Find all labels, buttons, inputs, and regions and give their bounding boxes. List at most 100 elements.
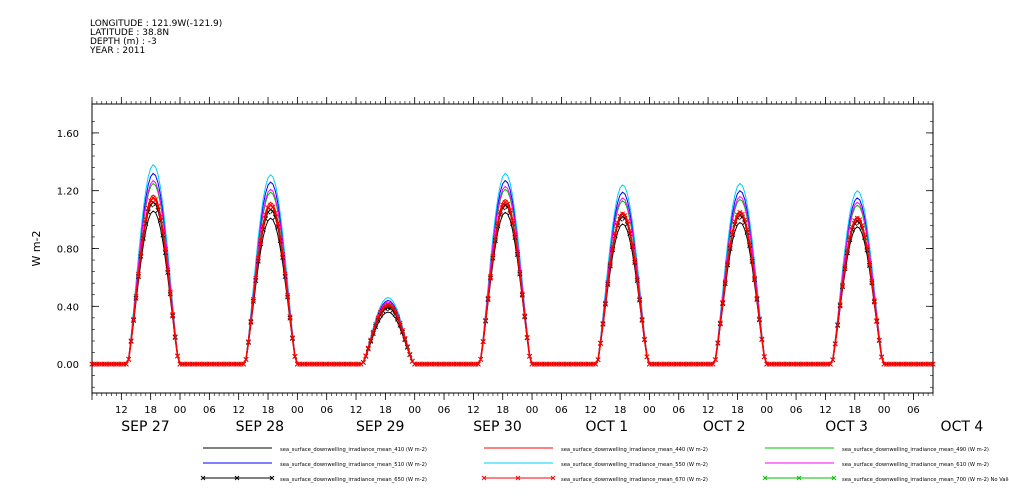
series-marker bbox=[133, 293, 139, 300]
x-date-label: SEP 28 bbox=[236, 419, 284, 435]
x-tick-label: 12 bbox=[819, 405, 832, 416]
series-marker bbox=[126, 356, 132, 362]
series-marker bbox=[605, 280, 611, 286]
series-markers bbox=[89, 195, 936, 367]
series-line bbox=[92, 182, 933, 365]
series-marker bbox=[145, 205, 151, 211]
legend-item: sea_surface_downwelling_irradiance_mean_… bbox=[203, 447, 427, 453]
series-marker bbox=[287, 314, 293, 320]
series-marker bbox=[143, 217, 149, 223]
series-marker bbox=[600, 320, 606, 326]
series-marker bbox=[248, 318, 254, 324]
legend-label: sea_surface_downwelling_irradiance_mean_… bbox=[280, 447, 427, 453]
series-marker bbox=[876, 337, 882, 343]
series-marker bbox=[241, 361, 247, 367]
series-marker bbox=[527, 353, 533, 359]
series-marker bbox=[267, 202, 273, 208]
series-marker bbox=[140, 232, 146, 238]
header-year: YEAR : 2011 bbox=[90, 46, 146, 56]
series-marker bbox=[172, 334, 178, 340]
series-marker bbox=[874, 318, 880, 324]
x-date-label: OCT 2 bbox=[703, 419, 746, 435]
legend-marker bbox=[831, 475, 837, 481]
series-marker bbox=[505, 201, 511, 207]
legend-marker bbox=[762, 475, 768, 481]
x-tick-label: 06 bbox=[203, 405, 216, 416]
series-marker bbox=[487, 274, 494, 280]
series-marker bbox=[509, 218, 516, 224]
legend-label: sea_surface_downwelling_irradiance_mean_… bbox=[280, 462, 427, 468]
x-tick-label: 06 bbox=[672, 405, 685, 416]
x-date-label: OCT 1 bbox=[586, 419, 629, 435]
series-marker bbox=[832, 341, 838, 347]
series-marker bbox=[155, 203, 161, 209]
series-marker bbox=[517, 269, 523, 275]
x-tick-label: 12 bbox=[702, 405, 715, 416]
series-marker bbox=[639, 316, 645, 322]
x-tick-label: 00 bbox=[526, 405, 539, 416]
legend-label: sea_surface_downwelling_irradiance_mean_… bbox=[842, 477, 1009, 483]
series-marker bbox=[514, 249, 520, 255]
series-marker bbox=[725, 260, 731, 266]
series-marker bbox=[282, 271, 288, 277]
series-marker bbox=[634, 276, 640, 282]
series-marker bbox=[170, 312, 176, 318]
y-tick-label: 0.40 bbox=[57, 302, 79, 313]
x-tick-label: 18 bbox=[496, 405, 509, 416]
legend-marker bbox=[550, 475, 556, 481]
series-marker bbox=[854, 215, 860, 221]
legend-marker bbox=[234, 475, 240, 481]
series-marker bbox=[370, 329, 376, 335]
series-marker bbox=[478, 356, 484, 362]
legend-item: sea_surface_downwelling_irradiance_mean_… bbox=[484, 462, 708, 468]
y-tick-label: 1.60 bbox=[57, 129, 79, 140]
series-marker bbox=[830, 357, 836, 363]
legend-item: sea_surface_downwelling_irradiance_mean_… bbox=[203, 462, 427, 468]
series-marker bbox=[864, 245, 870, 251]
x-tick-label: 12 bbox=[115, 405, 128, 416]
y-tick-label: 0.80 bbox=[57, 245, 79, 256]
series-marker bbox=[292, 353, 298, 359]
series-marker bbox=[607, 261, 613, 267]
series-marker bbox=[879, 354, 885, 360]
x-minor-ticks bbox=[91, 97, 934, 400]
x-tick-label: 00 bbox=[291, 405, 304, 416]
series-marker bbox=[612, 230, 618, 236]
x-tick-label: 06 bbox=[320, 405, 333, 416]
x-tick-label: 18 bbox=[848, 405, 861, 416]
series-marker bbox=[404, 343, 410, 349]
series-marker bbox=[752, 275, 758, 281]
x-date-label: OCT 4 bbox=[941, 419, 984, 435]
series-marker bbox=[250, 296, 256, 302]
x-tick-label: 06 bbox=[790, 405, 803, 416]
series-marker bbox=[490, 253, 496, 259]
series-marker bbox=[363, 353, 369, 359]
x-tick-label: 00 bbox=[408, 405, 421, 416]
series-marker bbox=[270, 204, 276, 210]
series-marker bbox=[492, 235, 498, 241]
series-marker bbox=[840, 282, 846, 288]
series-marker bbox=[837, 302, 843, 308]
series-marker bbox=[869, 278, 875, 284]
series-marker bbox=[727, 243, 733, 249]
legend-marker bbox=[269, 475, 275, 481]
series-marker bbox=[522, 313, 528, 319]
series-marker bbox=[712, 357, 718, 363]
series-marker bbox=[619, 211, 626, 217]
x-tick-label: 06 bbox=[555, 405, 568, 416]
legend-label: sea_surface_downwelling_irradiance_mean_… bbox=[842, 462, 989, 468]
series-marker bbox=[123, 361, 129, 367]
y-tick-label: 1.20 bbox=[57, 187, 79, 198]
series-marker bbox=[397, 320, 403, 326]
series-marker bbox=[368, 337, 374, 343]
series-marker bbox=[622, 212, 628, 219]
series-marker bbox=[632, 257, 638, 263]
series-marker bbox=[629, 241, 635, 247]
series-marker bbox=[754, 295, 760, 301]
y-axis-label: W m-2 bbox=[30, 230, 43, 266]
series-marker bbox=[280, 251, 286, 257]
series-marker bbox=[715, 340, 721, 346]
series-marker bbox=[842, 264, 848, 270]
series-marker bbox=[866, 260, 872, 266]
